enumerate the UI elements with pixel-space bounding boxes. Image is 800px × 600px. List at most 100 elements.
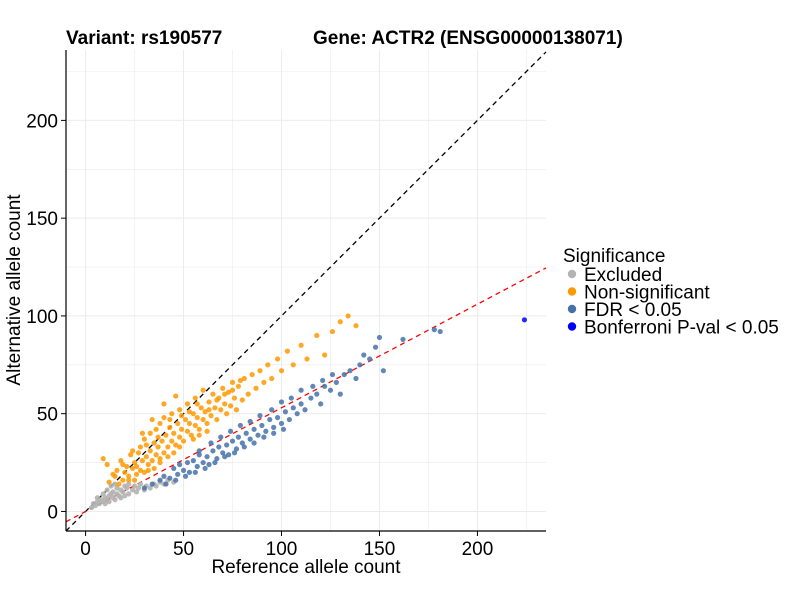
- x-tick-label: 0: [80, 539, 91, 560]
- point-fdr-0-05: [239, 440, 245, 446]
- point-excluded: [130, 487, 136, 493]
- y-tick-label: 200: [26, 111, 58, 132]
- legend: Significance ExcludedNon-significantFDR …: [563, 246, 779, 339]
- point-non-significant: [284, 348, 290, 354]
- point-non-significant: [149, 416, 155, 423]
- point-non-significant: [159, 438, 165, 444]
- point-non-significant: [194, 401, 200, 407]
- point-fdr-0-05: [310, 383, 316, 389]
- point-fdr-0-05: [247, 418, 253, 425]
- point-fdr-0-05: [322, 383, 328, 389]
- point-fdr-0-05: [261, 434, 267, 440]
- point-excluded: [114, 485, 120, 491]
- point-excluded: [102, 501, 108, 507]
- x-tick-label: 100: [266, 539, 298, 560]
- y-tick-label: 50: [37, 405, 58, 426]
- point-fdr-0-05: [288, 395, 294, 401]
- point-non-significant: [171, 450, 177, 456]
- point-non-significant: [143, 454, 149, 460]
- point-non-significant: [177, 407, 183, 413]
- point-fdr-0-05: [269, 407, 275, 413]
- point-excluded: [147, 485, 153, 491]
- point-non-significant: [126, 473, 132, 479]
- point-fdr-0-05: [237, 422, 243, 429]
- point-fdr-0-05: [251, 440, 257, 446]
- point-non-significant: [200, 387, 206, 393]
- point-non-significant: [143, 442, 149, 448]
- point-fdr-0-05: [226, 452, 232, 458]
- point-non-significant: [198, 405, 204, 411]
- point-non-significant: [112, 473, 118, 479]
- point-non-significant: [208, 413, 214, 419]
- point-non-significant: [200, 416, 206, 423]
- point-non-significant: [151, 465, 157, 472]
- point-excluded: [131, 483, 138, 489]
- point-excluded: [106, 499, 112, 505]
- point-fdr-0-05: [278, 420, 285, 427]
- point-fdr-0-05: [241, 444, 247, 450]
- title-variant: Variant: rs190577: [66, 28, 222, 49]
- point-excluded: [133, 489, 140, 495]
- point-non-significant: [222, 401, 228, 407]
- point-fdr-0-05: [233, 446, 240, 452]
- reference-line-fit: [65, 267, 547, 523]
- point-fdr-0-05: [271, 430, 277, 436]
- point-fdr-0-05: [200, 459, 206, 466]
- point-non-significant: [165, 454, 171, 460]
- legend-key: [567, 287, 577, 296]
- point-fdr-0-05: [243, 430, 249, 436]
- point-fdr-0-05: [235, 434, 242, 440]
- y-axis-ticks: 0 50 100 150 200: [26, 111, 66, 523]
- point-non-significant: [202, 409, 208, 415]
- point-non-significant: [180, 438, 187, 444]
- point-fdr-0-05: [180, 467, 187, 473]
- point-non-significant: [218, 407, 224, 413]
- point-non-significant: [186, 420, 193, 427]
- legend-title: Significance: [563, 246, 665, 267]
- point-fdr-0-05: [184, 459, 191, 466]
- point-fdr-0-05: [171, 465, 177, 472]
- point-excluded: [120, 489, 126, 495]
- point-non-significant: [298, 342, 304, 348]
- point-non-significant: [329, 328, 336, 335]
- point-non-significant: [118, 458, 124, 464]
- point-non-significant: [231, 395, 238, 401]
- point-fdr-0-05: [367, 356, 373, 362]
- point-non-significant: [337, 319, 343, 325]
- point-non-significant: [153, 452, 159, 458]
- point-non-significant: [261, 379, 267, 385]
- title-gene: Gene: ACTR2 (ENSG00000138071): [313, 28, 623, 49]
- point-fdr-0-05: [298, 401, 304, 407]
- point-non-significant: [206, 399, 212, 405]
- point-fdr-0-05: [255, 432, 261, 438]
- point-fdr-0-05: [318, 401, 324, 407]
- point-fdr-0-05: [372, 344, 379, 350]
- point-non-significant: [269, 375, 275, 382]
- reference-lines: [65, 51, 547, 532]
- point-non-significant: [120, 477, 126, 483]
- point-fdr-0-05: [208, 440, 214, 446]
- point-fdr-0-05: [149, 481, 155, 487]
- point-fdr-0-05: [282, 409, 289, 415]
- point-non-significant: [290, 362, 296, 368]
- x-axis-label: Reference allele count: [211, 557, 401, 578]
- point-fdr-0-05: [308, 395, 314, 401]
- x-axis-ticks: 0 50 100 150 200: [80, 531, 493, 560]
- point-non-significant: [265, 362, 271, 368]
- point-excluded: [135, 485, 142, 491]
- point-fdr-0-05: [271, 424, 277, 430]
- point-non-significant: [116, 481, 122, 487]
- point-non-significant: [190, 436, 196, 442]
- point-fdr-0-05: [259, 422, 265, 429]
- point-non-significant: [141, 469, 147, 475]
- point-non-significant: [204, 420, 210, 427]
- point-fdr-0-05: [157, 477, 163, 483]
- point-non-significant: [157, 420, 163, 427]
- point-non-significant: [145, 461, 151, 468]
- point-fdr-0-05: [227, 428, 234, 434]
- point-non-significant: [137, 444, 144, 450]
- point-fdr-0-05: [175, 471, 181, 477]
- legend-label: Non-significant: [584, 283, 710, 304]
- point-fdr-0-05: [229, 438, 236, 444]
- point-fdr-0-05: [224, 442, 230, 448]
